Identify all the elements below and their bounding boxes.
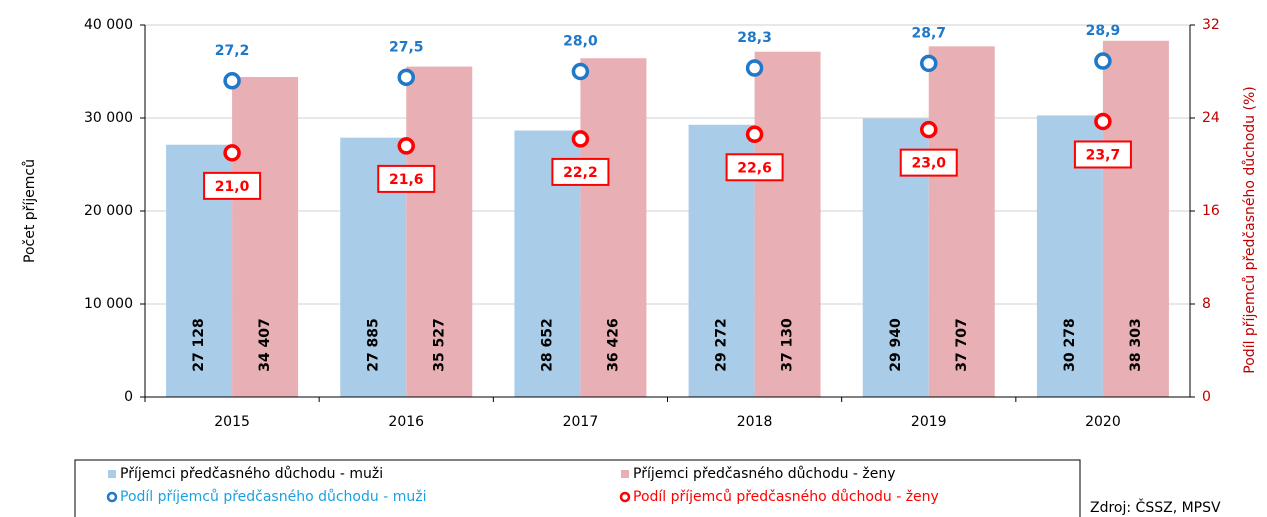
legend-marker [106, 491, 118, 503]
y-tick-label: 10 000 [84, 296, 133, 312]
bar-label: 38 303 [1128, 318, 1144, 372]
point [571, 62, 590, 81]
point-label: 27,2 [215, 43, 250, 59]
point-label: 23,0 [911, 156, 946, 172]
y-tick-label: 20 000 [84, 203, 133, 219]
legend-label: Podíl příjemců předčasného důchodu - muž… [120, 489, 426, 505]
bar [580, 58, 647, 398]
point-label: 22,2 [563, 165, 598, 181]
label-box [377, 164, 436, 193]
y-tick-label: 0 [124, 389, 133, 405]
point [571, 130, 590, 148]
y2-axis-label: Podíl příjemců předčasného důchodu (%) [1242, 86, 1258, 373]
point-label: 23,7 [1086, 147, 1121, 163]
y2-tick-label: 8 [1202, 296, 1211, 312]
bar-label: 34 407 [257, 318, 273, 372]
legend-box [74, 459, 1081, 517]
label-box [203, 171, 262, 200]
point [223, 144, 241, 162]
point-label: 27,5 [389, 39, 424, 55]
legend-label: Příjemci předčasného důchodu - muži [120, 466, 383, 482]
point [745, 125, 764, 144]
bar-label: 37 707 [954, 318, 970, 372]
point [920, 120, 938, 139]
label-box [1073, 140, 1132, 169]
x-tick-label: 2019 [911, 414, 947, 430]
y2-tick-label: 24 [1202, 110, 1220, 126]
bar-label: 27 885 [365, 318, 381, 372]
point [920, 54, 938, 73]
bar-label: 37 130 [780, 318, 796, 372]
label-box [899, 148, 958, 177]
point-label: 28,9 [1086, 23, 1121, 39]
bar-label: 29 940 [888, 318, 904, 372]
x-tick-label: 2016 [388, 414, 424, 430]
point-label: 21,6 [389, 172, 424, 188]
point-label: 21,0 [215, 179, 250, 195]
legend-marker [619, 491, 631, 503]
legend-label: Příjemci předčasného důchodu - ženy [633, 466, 896, 482]
legend-marker [108, 470, 116, 478]
bar [232, 77, 299, 398]
legend-label: Podíl příjemců předčasného důchodu - žen… [633, 489, 939, 505]
y2-tick-label: 16 [1202, 203, 1220, 219]
point-label: 22,6 [737, 160, 772, 176]
point [1094, 112, 1112, 131]
bar-label: 28 652 [539, 318, 555, 372]
bar-label: 36 426 [605, 318, 621, 372]
point [397, 68, 415, 87]
bar-label: 35 527 [431, 318, 447, 372]
y-tick-label: 30 000 [84, 110, 133, 126]
y-axis-label: Počet příjemců [22, 159, 38, 263]
bar-label: 27 128 [191, 318, 207, 372]
point [223, 72, 241, 90]
source: Zdroj: ČSSZ, MPSV [1090, 498, 1221, 516]
legend-marker [621, 470, 629, 478]
point-label: 28,7 [911, 25, 946, 41]
bar [406, 66, 473, 397]
y-tick-label: 40 000 [84, 17, 133, 33]
bar-label: 30 278 [1062, 318, 1078, 372]
point [745, 59, 764, 77]
bar [1102, 40, 1169, 397]
point-label: 28,0 [563, 34, 598, 50]
y2-tick-label: 32 [1202, 17, 1220, 33]
x-tick-label: 2018 [737, 414, 773, 430]
point-label: 28,3 [737, 30, 772, 46]
bar [754, 51, 821, 397]
x-tick-label: 2015 [214, 414, 250, 430]
y2-tick-label: 0 [1202, 389, 1211, 405]
bar [928, 46, 995, 398]
label-box [725, 153, 784, 182]
label-box [551, 157, 610, 186]
x-tick-label: 2020 [1085, 414, 1121, 430]
x-tick-label: 2017 [563, 414, 599, 430]
point [1094, 52, 1112, 70]
point [397, 137, 415, 155]
bar-label: 29 272 [714, 318, 730, 372]
